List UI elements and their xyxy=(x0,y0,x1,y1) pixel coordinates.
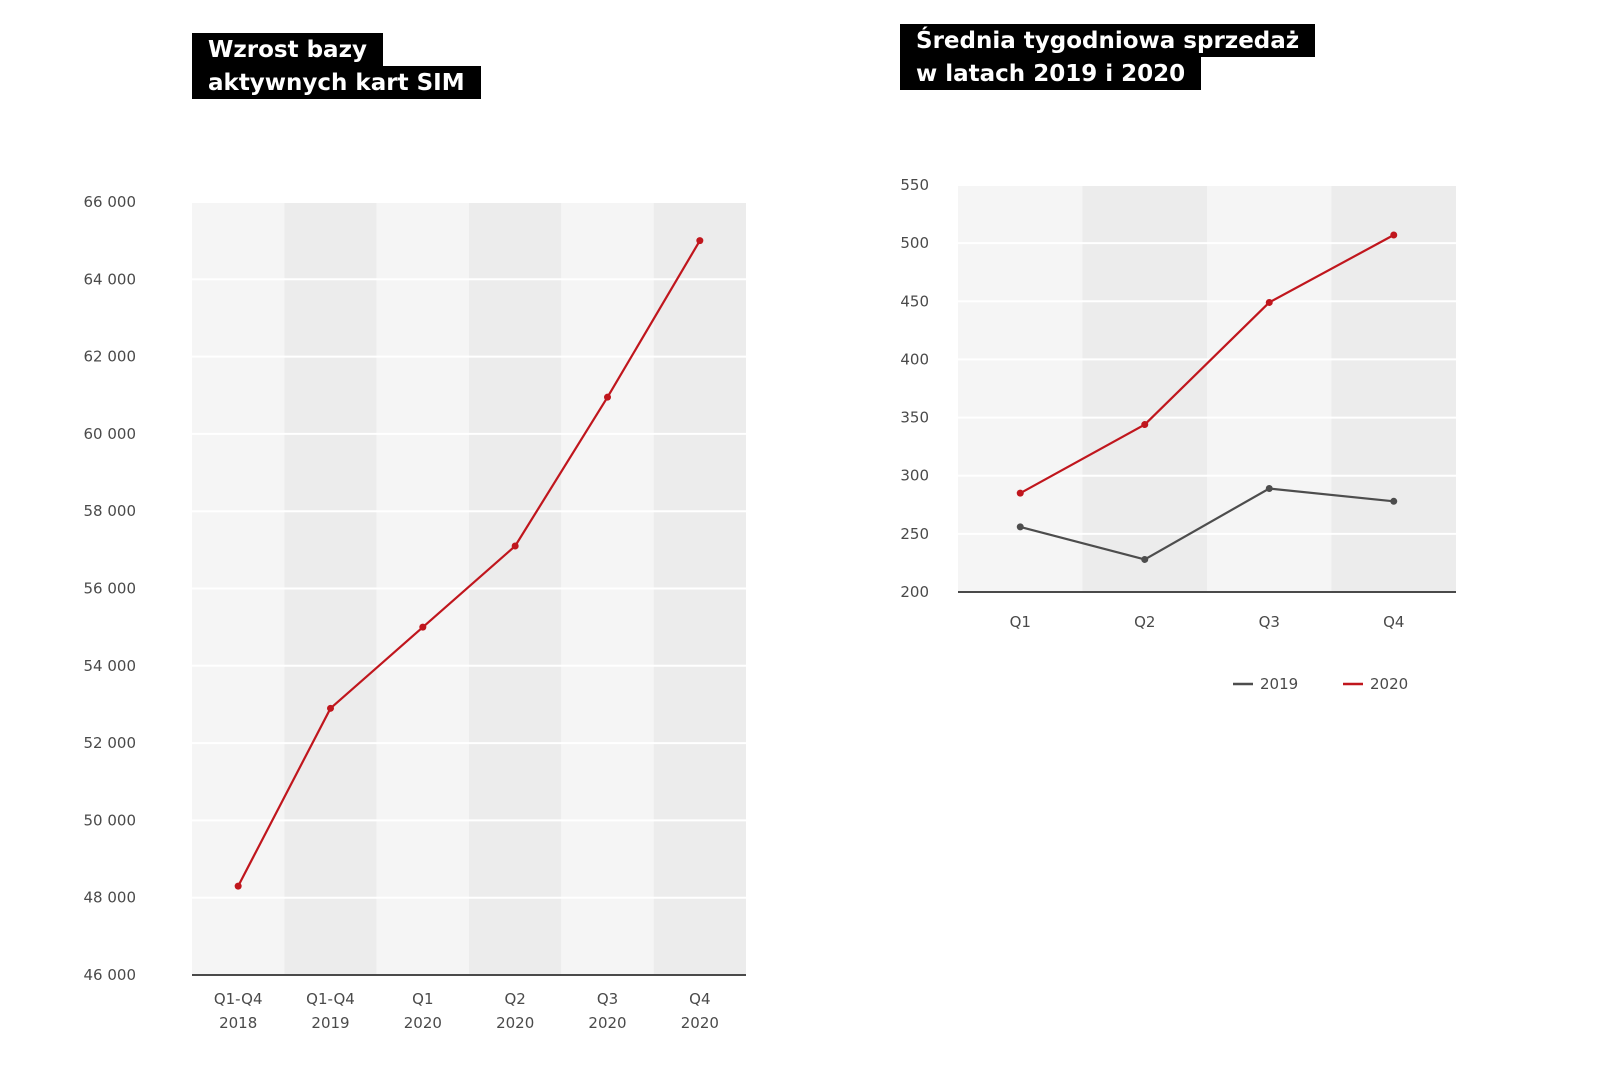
chart1-data-point xyxy=(234,882,242,890)
chart2-y-tick-label: 550 xyxy=(900,176,929,194)
chart1-y-tick-label: 48 000 xyxy=(84,889,137,907)
chart2-column-band xyxy=(958,185,1083,592)
chart2-data-point xyxy=(1016,523,1024,531)
chart1-title-line1: Wzrost bazy xyxy=(192,33,383,66)
chart1-data-point xyxy=(327,704,334,712)
chart2-x-tick-label: Q3 xyxy=(1259,613,1280,631)
chart1-data-point xyxy=(511,542,519,550)
chart1-x-tick-label: 2018 xyxy=(219,1014,257,1032)
chart2-legend-label: 2020 xyxy=(1370,675,1408,693)
chart1-y-tick-label: 50 000 xyxy=(84,811,137,829)
chart2-data-point xyxy=(1016,489,1024,497)
chart2-x-tick-label: Q1 xyxy=(1010,613,1031,631)
chart2-data-point xyxy=(1390,231,1398,239)
chart2-column-band xyxy=(1331,185,1456,592)
chart1-x-tick-label: Q1-Q4 xyxy=(214,990,263,1008)
chart1-y-tick-label: 46 000 xyxy=(84,966,137,984)
chart2-data-point xyxy=(1265,485,1273,493)
chart2-title-line2: w latach 2019 i 2020 xyxy=(900,57,1202,90)
chart1-x-tick-label: 2020 xyxy=(588,1014,626,1032)
chart1-series-line-0 xyxy=(237,240,701,887)
chart1-y-tick-label: 62 000 xyxy=(84,348,137,366)
chart2-series-line-2020 xyxy=(1019,234,1395,495)
chart2-series-line-2019 xyxy=(1019,487,1394,561)
chart1-x-tick-label: Q3 xyxy=(597,990,618,1008)
chart2-x-tick-label: Q2 xyxy=(1134,613,1155,631)
chart1-y-tick-label: 54 000 xyxy=(84,657,137,675)
chart1-title-line2: aktywnych kart SIM xyxy=(192,66,481,99)
chart1-x-tick-label: Q2 xyxy=(504,990,525,1008)
chart2-y-tick-label: 350 xyxy=(900,409,929,427)
chart2-data-point xyxy=(1265,298,1273,306)
chart1-y-tick-label: 58 000 xyxy=(84,502,137,520)
chart1-title: Wzrost bazy aktywnych kart SIM xyxy=(192,33,481,99)
chart1-data-point xyxy=(604,393,611,401)
chart1-data-point xyxy=(419,623,427,631)
chart1-y-tick-label: 56 000 xyxy=(84,580,137,598)
chart1-x-tick-label: Q4 xyxy=(689,990,710,1008)
chart2: 200 250 300 350 400 450 500 550 Q1 Q2 Q3 Q4 2019 2020 xyxy=(900,176,1456,693)
chart2-y-tick-label: 500 xyxy=(900,234,929,252)
chart1-data-point xyxy=(696,237,704,245)
chart1-x-tick-label: Q1-Q4 xyxy=(306,990,355,1008)
chart2-legend-label: 2019 xyxy=(1260,675,1298,693)
chart1-x-tick-label: 2020 xyxy=(404,1014,442,1032)
chart1-x-tick-label: 2020 xyxy=(681,1014,719,1032)
chart1-x-tick-label: Q1 xyxy=(412,990,433,1008)
chart1-y-tick-label: 64 000 xyxy=(84,270,137,288)
chart1-y-tick-label: 52 000 xyxy=(84,734,137,752)
chart2-y-tick-label: 200 xyxy=(900,583,929,601)
chart1-y-tick-label: 66 000 xyxy=(84,193,137,211)
chart2-column-band xyxy=(1082,185,1207,592)
chart1-x-tick-label: 2019 xyxy=(311,1014,349,1032)
chart1: 46 000 48 000 50 000 52 000 54 000 56 000 58 0… xyxy=(84,193,746,1032)
chart1-y-tick-label: 60 000 xyxy=(84,425,137,443)
chart2-y-tick-label: 300 xyxy=(900,467,929,485)
chart2-data-point xyxy=(1141,555,1149,563)
chart2-x-tick-label: Q4 xyxy=(1383,613,1404,631)
chart2-column-band xyxy=(1207,185,1332,592)
chart1-x-tick-label: 2020 xyxy=(496,1014,534,1032)
chart2-y-tick-label: 400 xyxy=(900,350,929,368)
chart2-y-tick-label: 450 xyxy=(900,292,929,310)
chart2-data-point xyxy=(1390,497,1398,505)
chart2-title-line1: Średnia tygodniowa sprzedaż xyxy=(900,24,1316,57)
chart2-y-tick-label: 250 xyxy=(900,525,929,543)
chart2-title: Średnia tygodniowa sprzedaż w latach 201… xyxy=(900,24,1316,90)
chart2-data-point xyxy=(1141,421,1149,429)
